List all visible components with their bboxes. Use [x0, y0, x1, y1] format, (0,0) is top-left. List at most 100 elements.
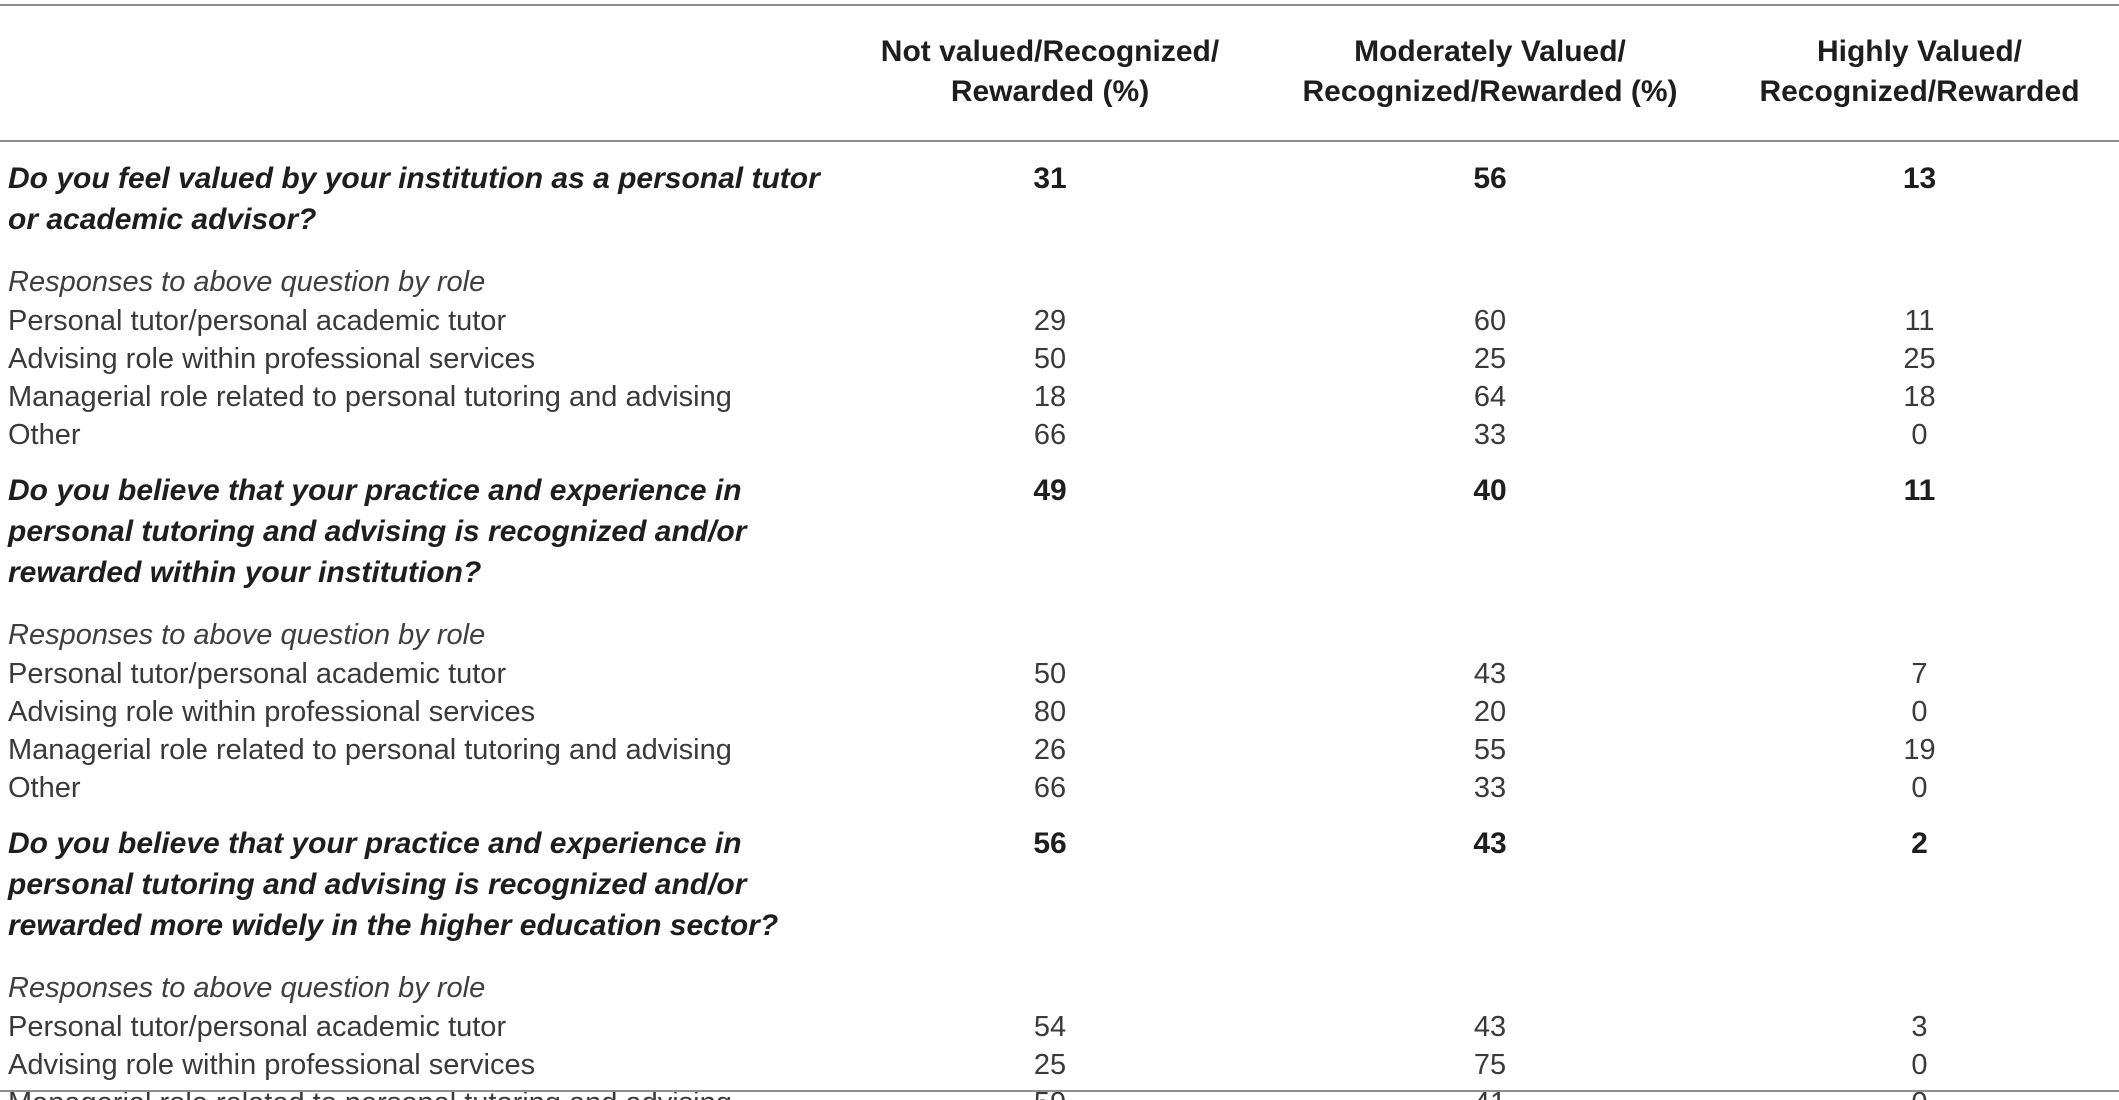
value-cell: 25 — [1033, 1049, 1067, 1081]
column-header-highly-valued: Highly Valued/ Recognized/Rewarded — [1720, 32, 2119, 112]
subheader-row: Responses to above question by role — [0, 250, 2119, 302]
question-line: personal tutoring and advising is recogn… — [8, 868, 747, 901]
question-value-moderately-valued: 40 — [1473, 474, 1507, 507]
table-section-valued-by-institution: Do you feel valued by your institution a… — [0, 142, 2119, 454]
column-header-not-valued: Not valued/Recognized/ Rewarded (%) — [840, 32, 1260, 112]
question-text: Do you believe that your practice and ex… — [0, 470, 840, 593]
value-cell: 0 — [1911, 696, 1928, 728]
column-header-line: Highly Valued/ — [1816, 35, 2023, 68]
value-cell: 20 — [1473, 696, 1507, 728]
question-value-moderately-valued: 43 — [1473, 827, 1507, 860]
role-label: Managerial role related to personal tuto… — [8, 381, 732, 413]
value-cell: 64 — [1473, 381, 1507, 413]
question-line: rewarded within your institution? — [8, 556, 482, 589]
value-cell: 50 — [1033, 343, 1067, 375]
column-header-line: Moderately Valued/ — [1354, 35, 1626, 68]
question-text: Do you feel valued by your institution a… — [0, 158, 840, 240]
table-row: Advising role within professional servic… — [0, 693, 2119, 731]
value-cell: 0 — [1911, 772, 1928, 804]
subheader-text: Responses to above question by role — [8, 266, 486, 298]
value-cell: 33 — [1473, 772, 1507, 804]
table-row: Managerial role related to personal tuto… — [0, 378, 2119, 416]
value-cell: 29 — [1033, 305, 1067, 337]
role-label: Managerial role related to personal tuto… — [8, 734, 732, 766]
value-cell: 55 — [1473, 734, 1507, 766]
value-cell: 80 — [1033, 696, 1067, 728]
role-label: Personal tutor/personal academic tutor — [8, 658, 507, 690]
column-header-line: Recognized/Rewarded — [1759, 75, 2080, 108]
value-cell: 66 — [1033, 419, 1067, 451]
table-row: Other 66 33 0 — [0, 416, 2119, 454]
role-label: Personal tutor/personal academic tutor — [8, 305, 507, 337]
table-header-row: Not valued/Recognized/ Rewarded (%) Mode… — [0, 6, 2119, 142]
question-row: Do you feel valued by your institution a… — [0, 142, 2119, 250]
table-row: Advising role within professional servic… — [0, 340, 2119, 378]
table-section-recognized-in-sector: Do you believe that your practice and ex… — [0, 807, 2119, 1100]
role-label: Managerial role related to personal tuto… — [0, 1085, 840, 1100]
table-row: Managerial role related to personal tuto… — [0, 1084, 2119, 1100]
value-cell: 43 — [1473, 658, 1507, 690]
value-cell: 18 — [1033, 381, 1067, 413]
table-section-recognized-within-institution: Do you believe that your practice and ex… — [0, 454, 2119, 807]
question-line: Do you believe that your practice and ex… — [8, 827, 742, 860]
role-label: Advising role within professional servic… — [8, 696, 536, 728]
value-cell: 18 — [1903, 381, 1936, 413]
question-line: Do you believe that your practice and ex… — [8, 474, 742, 507]
column-header-line: Recognized/Rewarded (%) — [1302, 75, 1678, 108]
question-row: Do you believe that your practice and ex… — [0, 454, 2119, 603]
question-value-highly-valued: 11 — [1903, 474, 1936, 507]
question-value-not-valued: 49 — [1033, 474, 1067, 507]
table-row: Advising role within professional servic… — [0, 1046, 2119, 1084]
value-cell: 66 — [1033, 772, 1067, 804]
subheader-text: Responses to above question by role — [8, 972, 486, 1004]
role-label: Personal tutor/personal academic tutor — [8, 1011, 507, 1043]
value-cell: 41 — [1260, 1085, 1720, 1100]
value-cell: 25 — [1473, 343, 1507, 375]
table-row: Other 66 33 0 — [0, 769, 2119, 807]
value-cell: 59 — [840, 1085, 1260, 1100]
question-line: rewarded more widely in the higher educa… — [8, 909, 779, 942]
column-header-line: Rewarded (%) — [950, 75, 1150, 108]
question-row: Do you believe that your practice and ex… — [0, 807, 2119, 956]
role-label: Advising role within professional servic… — [8, 1049, 536, 1081]
question-value-not-valued: 56 — [1033, 827, 1067, 860]
value-cell: 60 — [1473, 305, 1507, 337]
value-cell: 54 — [1033, 1011, 1067, 1043]
value-cell: 75 — [1473, 1049, 1507, 1081]
subheader-row: Responses to above question by role — [0, 956, 2119, 1008]
question-line: or academic advisor? — [8, 203, 317, 236]
table-row: Personal tutor/personal academic tutor 5… — [0, 1008, 2119, 1046]
subheader-text: Responses to above question by role — [8, 619, 486, 651]
value-cell: 11 — [1904, 305, 1935, 337]
value-cell: 26 — [1033, 734, 1067, 766]
column-header-moderately-valued: Moderately Valued/ Recognized/Rewarded (… — [1260, 32, 1720, 112]
table-bottom-rule — [0, 1090, 2119, 1092]
question-value-highly-valued: 13 — [1902, 162, 1937, 195]
question-line: personal tutoring and advising is recogn… — [8, 515, 747, 548]
value-cell: 7 — [1911, 658, 1928, 690]
column-header-line: Not valued/Recognized/ — [880, 35, 1220, 68]
value-cell: 33 — [1473, 419, 1507, 451]
question-value-not-valued: 31 — [1033, 162, 1067, 195]
value-cell: 0 — [1720, 1085, 2119, 1100]
value-cell: 50 — [1033, 658, 1067, 690]
role-label: Advising role within professional servic… — [8, 343, 536, 375]
value-cell: 19 — [1903, 734, 1936, 766]
value-cell: 3 — [1911, 1011, 1928, 1043]
question-value-highly-valued: 2 — [1911, 827, 1928, 860]
table-row: Personal tutor/personal academic tutor 5… — [0, 655, 2119, 693]
question-value-moderately-valued: 56 — [1473, 162, 1507, 195]
value-cell: 0 — [1911, 1049, 1928, 1081]
survey-results-table: Not valued/Recognized/ Rewarded (%) Mode… — [0, 4, 2119, 1100]
value-cell: 0 — [1911, 419, 1928, 451]
value-cell: 25 — [1903, 343, 1936, 375]
table-row: Personal tutor/personal academic tutor 2… — [0, 302, 2119, 340]
value-cell: 43 — [1473, 1011, 1507, 1043]
question-line: Do you feel valued by your institution a… — [8, 162, 820, 195]
table-row: Managerial role related to personal tuto… — [0, 731, 2119, 769]
subheader-row: Responses to above question by role — [0, 603, 2119, 655]
question-text: Do you believe that your practice and ex… — [0, 823, 840, 946]
role-label: Other — [8, 419, 81, 451]
role-label: Other — [8, 772, 81, 804]
